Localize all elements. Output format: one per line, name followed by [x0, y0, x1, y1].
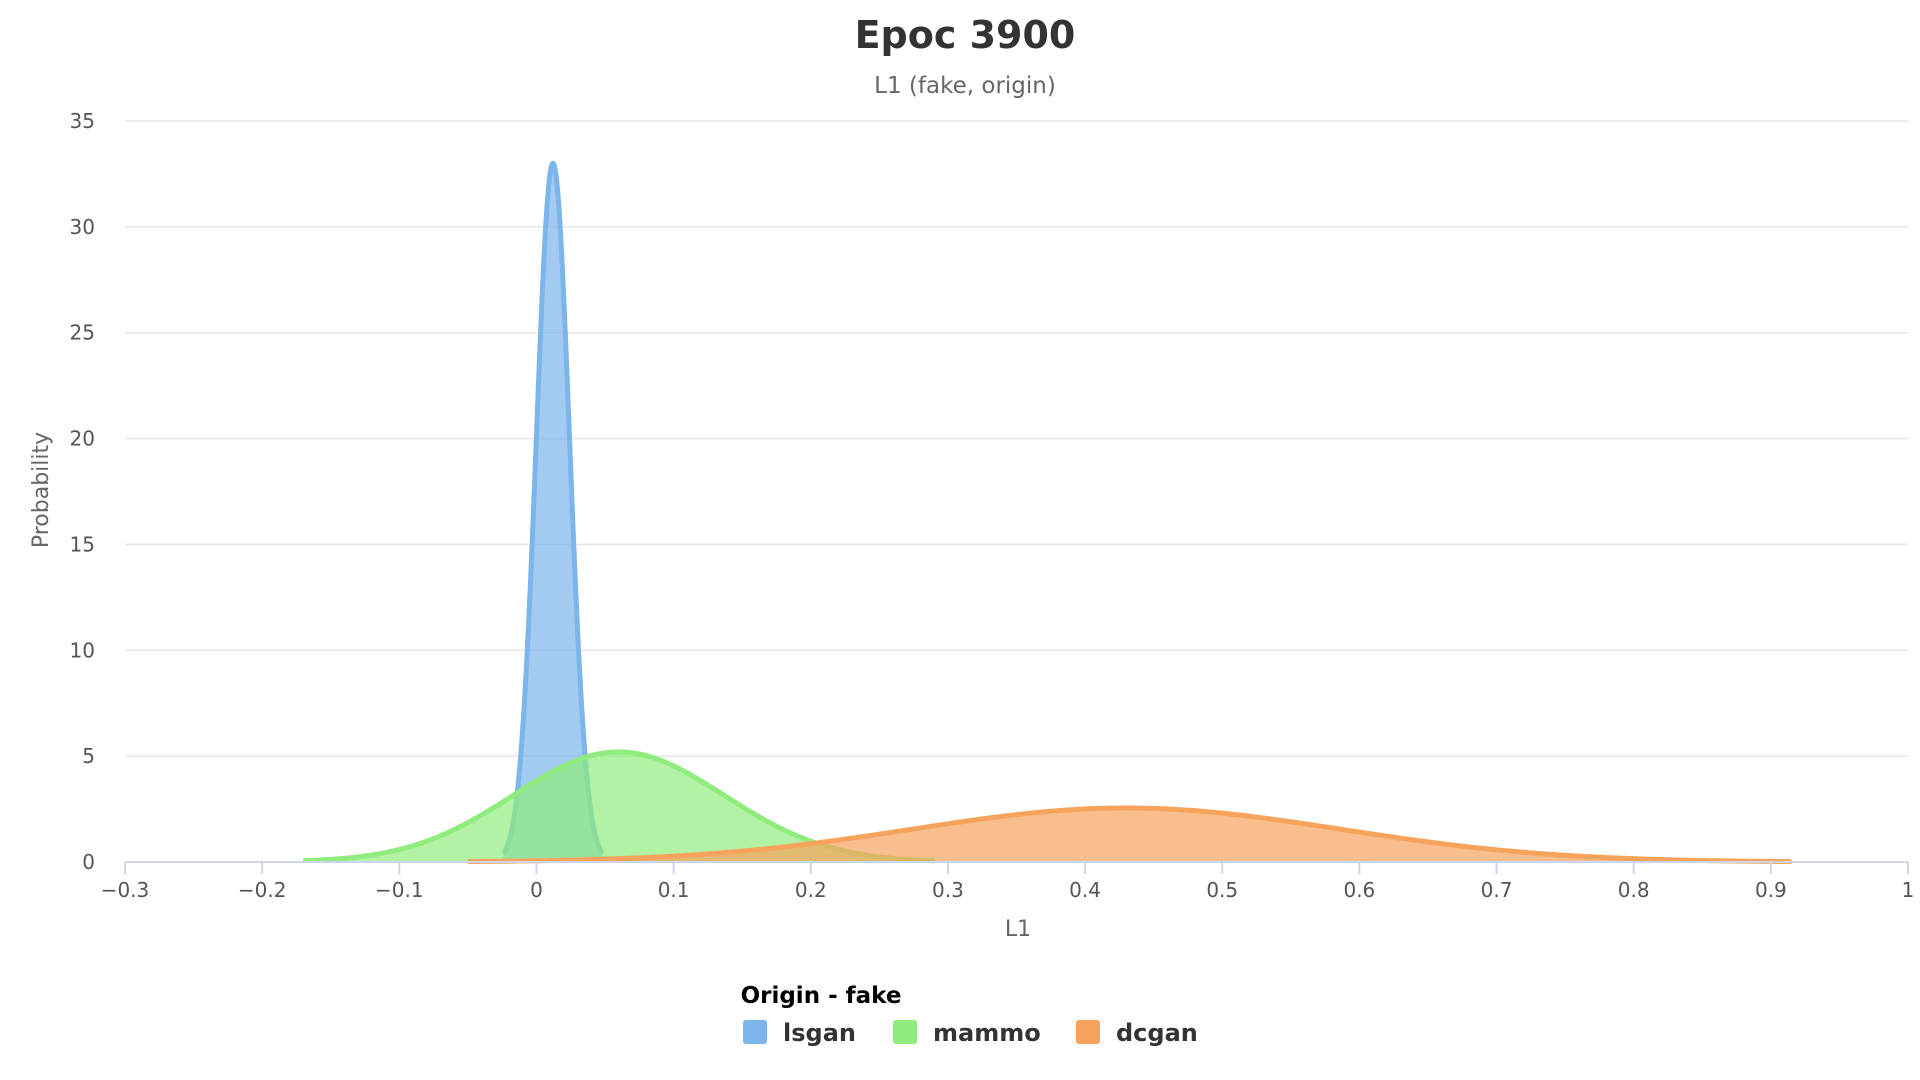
legend-item-lsgan[interactable]: lsgan: [743, 1019, 856, 1047]
x-tick-label: 0.9: [1755, 878, 1787, 902]
x-tick-label: 0.4: [1069, 878, 1101, 902]
series-area-mammo: [303, 751, 935, 862]
y-tick-label: 20: [70, 427, 95, 451]
legend-item-dcgan[interactable]: dcgan: [1076, 1019, 1198, 1047]
chart-subtitle: L1 (fake, origin): [874, 73, 1056, 99]
y-tick-label: 15: [70, 532, 95, 556]
x-axis-ticks: −0.3 −0.2 −0.1 0 0.1 0.2 0.3 0.4 0.5 0.6 0.7 0.8 0.9…: [101, 862, 1915, 902]
y-tick-label: 30: [70, 215, 95, 239]
x-tick-label: 1: [1902, 878, 1915, 902]
y-tick-label: 0: [82, 850, 95, 874]
legend-swatch: [743, 1020, 767, 1044]
x-tick-label: 0: [530, 878, 543, 902]
x-axis-title: L1: [1005, 917, 1031, 942]
legend-label: lsgan: [783, 1019, 856, 1047]
legend: lsgan mammo dcgan: [743, 1019, 1198, 1047]
y-tick-label: 5: [82, 744, 95, 768]
legend-swatch: [893, 1020, 917, 1044]
legend-title: Origin - fake: [741, 983, 902, 1009]
y-tick-label: 35: [70, 109, 95, 133]
x-tick-label: −0.3: [101, 878, 150, 902]
x-tick-label: −0.2: [238, 878, 287, 902]
legend-label: dcgan: [1116, 1019, 1198, 1047]
y-axis-title: Probability: [29, 432, 54, 548]
series-line-dcgan: [467, 805, 1792, 865]
series-area-lsgan: [503, 163, 603, 863]
x-tick-label: −0.1: [375, 878, 424, 902]
y-tick-label: 25: [70, 321, 95, 345]
y-tick-label: 10: [70, 638, 95, 662]
grid-lines: [125, 120, 1908, 757]
x-tick-label: 0.3: [932, 878, 964, 902]
x-tick-label: 0.6: [1343, 878, 1375, 902]
series-area-dcgan: [467, 808, 1792, 862]
x-tick-label: 0.2: [795, 878, 827, 902]
x-tick-label: 0.5: [1206, 878, 1238, 902]
legend-label: mammo: [933, 1019, 1041, 1047]
series-areas: [302, 160, 1792, 865]
chart-title: Epoc 3900: [855, 13, 1076, 57]
y-axis-ticks: 0 5 10 15 20 25 30 35: [70, 109, 95, 874]
x-tick-label: 0.8: [1618, 878, 1650, 902]
x-tick-label: 0.1: [658, 878, 690, 902]
x-tick-label: 0.7: [1481, 878, 1513, 902]
legend-swatch: [1076, 1020, 1100, 1044]
legend-item-mammo[interactable]: mammo: [893, 1019, 1041, 1047]
